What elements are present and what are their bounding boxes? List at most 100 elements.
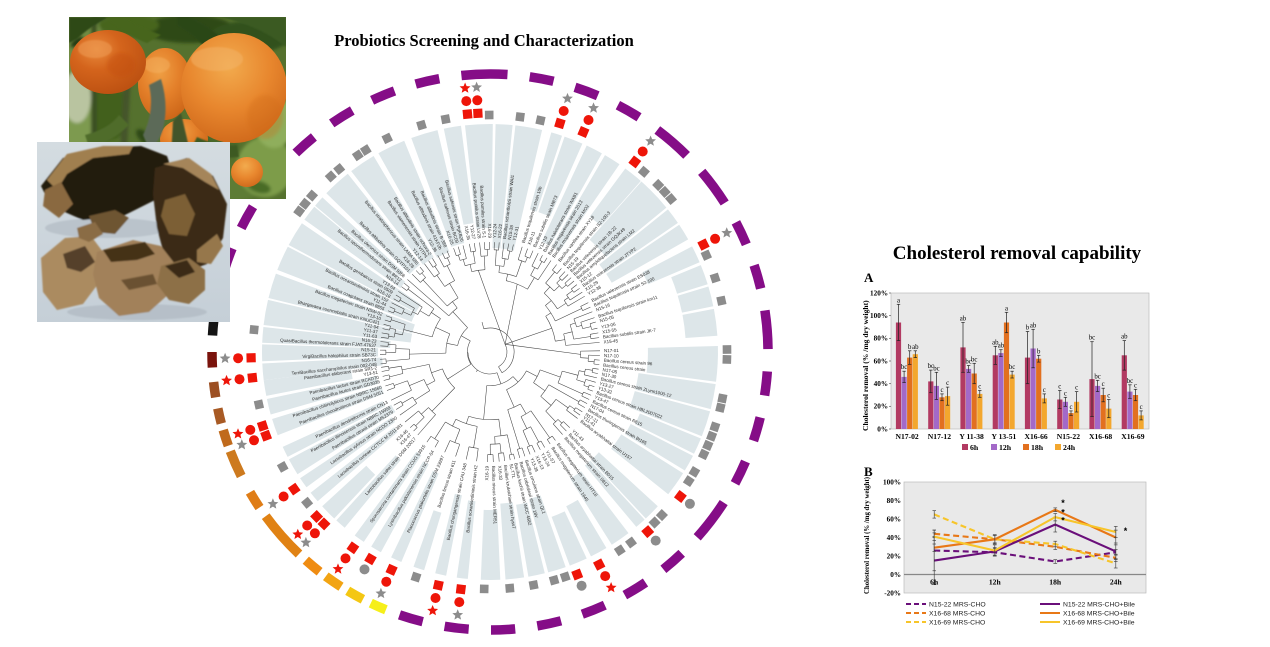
svg-text:Y11-63: Y11-63	[363, 332, 378, 339]
svg-text:X16-69: X16-69	[1121, 432, 1144, 441]
svg-text:24h: 24h	[1110, 578, 1123, 587]
svg-text:Y13-47: Y13-47	[594, 395, 610, 406]
svg-text:N17-04: N17-04	[590, 403, 606, 415]
svg-text:Y13-32: Y13-32	[597, 386, 613, 395]
svg-text:X16-35: X16-35	[464, 225, 472, 241]
svg-text:X15-45: X15-45	[603, 338, 618, 344]
svg-text:ab: ab	[912, 344, 919, 351]
svg-text:X16-69 MRS-CHO+Bile: X16-69 MRS-CHO+Bile	[1063, 620, 1135, 627]
svg-text:18h: 18h	[1049, 578, 1062, 587]
svg-text:Y13-27: Y13-27	[599, 381, 615, 390]
svg-text:c: c	[1134, 382, 1137, 389]
svg-text:Y12-19: Y12-19	[538, 235, 549, 251]
svg-text:Y12-27: Y12-27	[469, 224, 476, 240]
svg-text:A: A	[864, 270, 874, 285]
svg-text:Y12-36: Y12-36	[427, 238, 439, 254]
svg-text:X16-33: X16-33	[497, 465, 503, 480]
svg-text:6h: 6h	[930, 578, 939, 587]
svg-text:QuasiBacillus thermotolerans s: QuasiBacillus thermotolerans strain FJAT…	[280, 338, 377, 348]
svg-text:N17-12: N17-12	[928, 432, 951, 441]
svg-text:40%: 40%	[887, 534, 901, 542]
svg-text:c: c	[1069, 404, 1072, 411]
svg-text:Y13-24: Y13-24	[540, 452, 551, 468]
svg-text:100%: 100%	[870, 312, 888, 320]
svg-text:X16-19: X16-19	[484, 465, 489, 480]
svg-text:N15-22: N15-22	[1057, 432, 1080, 441]
svg-text:ab: ab	[992, 339, 999, 346]
svg-text:c: c	[946, 380, 949, 387]
svg-text:12h: 12h	[999, 443, 1012, 452]
svg-text:24h: 24h	[1063, 443, 1076, 452]
svg-text:bc: bc	[1089, 335, 1095, 342]
svg-text:b: b	[1037, 348, 1041, 355]
svg-text:ab: ab	[1121, 334, 1128, 341]
svg-text:bc: bc	[1009, 364, 1015, 371]
svg-text:c: c	[1107, 393, 1110, 400]
svg-text:bc: bc	[971, 356, 977, 363]
svg-text:c: c	[1058, 384, 1061, 391]
svg-text:*: *	[1061, 507, 1065, 517]
svg-text:Bacillus cereus strain: Bacillus cereus strain	[603, 363, 646, 373]
svg-text:c: c	[1064, 390, 1067, 397]
svg-text:Y11-57: Y11-57	[545, 450, 557, 465]
svg-text:bc: bc	[1127, 378, 1133, 385]
svg-text:Bacillus subtilis strain JK-7: Bacillus subtilis strain JK-7	[603, 328, 657, 340]
svg-text:*: *	[1061, 516, 1065, 526]
svg-text:ab: ab	[960, 316, 967, 323]
svg-text:6h: 6h	[970, 443, 979, 452]
svg-text:X16-66: X16-66	[1024, 432, 1047, 441]
svg-text:bc: bc	[965, 359, 971, 366]
svg-text:Y11-44: Y11-44	[372, 297, 387, 308]
svg-text:X15-55: X15-55	[602, 327, 618, 335]
svg-text:N15-16: N15-16	[595, 302, 611, 312]
svg-text:20%: 20%	[874, 403, 888, 411]
svg-text:X16-25: X16-25	[445, 230, 455, 246]
svg-text:Y 11-38: Y 11-38	[959, 432, 984, 441]
svg-text:bc: bc	[928, 363, 934, 370]
svg-text:N15-38: N15-38	[507, 224, 515, 240]
svg-text:c: c	[1140, 404, 1143, 411]
svg-text:40%: 40%	[874, 380, 888, 388]
svg-text:X16-13: X16-13	[535, 455, 546, 471]
svg-text:b: b	[908, 344, 912, 351]
svg-text:B: B	[864, 464, 873, 479]
svg-text:18h: 18h	[1031, 443, 1044, 452]
svg-text:c: c	[1043, 387, 1046, 394]
svg-text:c: c	[940, 387, 943, 394]
svg-text:Bacillus cereus strain 96: Bacillus cereus strain 96	[604, 358, 654, 367]
svg-text:b: b	[1026, 325, 1030, 332]
svg-text:Y13-10: Y13-10	[366, 312, 382, 321]
svg-text:Bacillus pumilus strain S-1: Bacillus pumilus strain S-1	[479, 185, 487, 238]
svg-text:Y11-04: Y11-04	[364, 322, 379, 330]
svg-text:N16-23: N16-23	[362, 337, 378, 343]
svg-text:N17-01: N17-01	[604, 348, 619, 353]
svg-text:Y12-38: Y12-38	[587, 284, 602, 296]
svg-text:*: *	[1061, 498, 1065, 508]
svg-text:X16-68 MRS-CHO: X16-68 MRS-CHO	[929, 611, 985, 618]
svg-text:a: a	[1005, 305, 1008, 312]
svg-text:N17-05: N17-05	[602, 367, 618, 374]
svg-text:0%: 0%	[890, 571, 901, 579]
svg-text:bc: bc	[933, 365, 939, 372]
svg-text:N17-02: N17-02	[895, 432, 918, 441]
svg-text:Y13-06: Y13-06	[601, 322, 617, 330]
svg-text:Y13-28: Y13-28	[529, 457, 539, 473]
svg-text:N16-18: N16-18	[376, 287, 392, 299]
svg-text:ab: ab	[998, 343, 1005, 350]
svg-text:N17-10: N17-10	[604, 353, 619, 358]
svg-text:51-TTL: 51-TTL	[509, 464, 517, 480]
svg-text:X16-68: X16-68	[1089, 432, 1112, 441]
svg-text:-20%: -20%	[884, 589, 901, 597]
svg-text:Y13-51: Y13-51	[363, 370, 379, 378]
svg-text:N15-05: N15-05	[599, 314, 615, 323]
svg-text:Bacillus pumilus strain LV28: Bacillus pumilus strain LV28	[472, 183, 482, 240]
svg-text:N15-22 MRS-CHO: N15-22 MRS-CHO	[929, 602, 986, 609]
svg-text:X16-68 MRS-CHO+Bile: X16-68 MRS-CHO+Bile	[1063, 611, 1135, 618]
svg-text:N15-22 MRS-CHO+Bile: N15-22 MRS-CHO+Bile	[1063, 602, 1135, 609]
svg-text:*: *	[1124, 526, 1128, 536]
svg-text:0%: 0%	[877, 425, 888, 433]
svg-text:20%: 20%	[887, 552, 901, 560]
svg-text:a: a	[897, 297, 900, 304]
svg-text:N15-21: N15-21	[361, 347, 376, 352]
svg-text:Y12-31: Y12-31	[512, 225, 520, 241]
